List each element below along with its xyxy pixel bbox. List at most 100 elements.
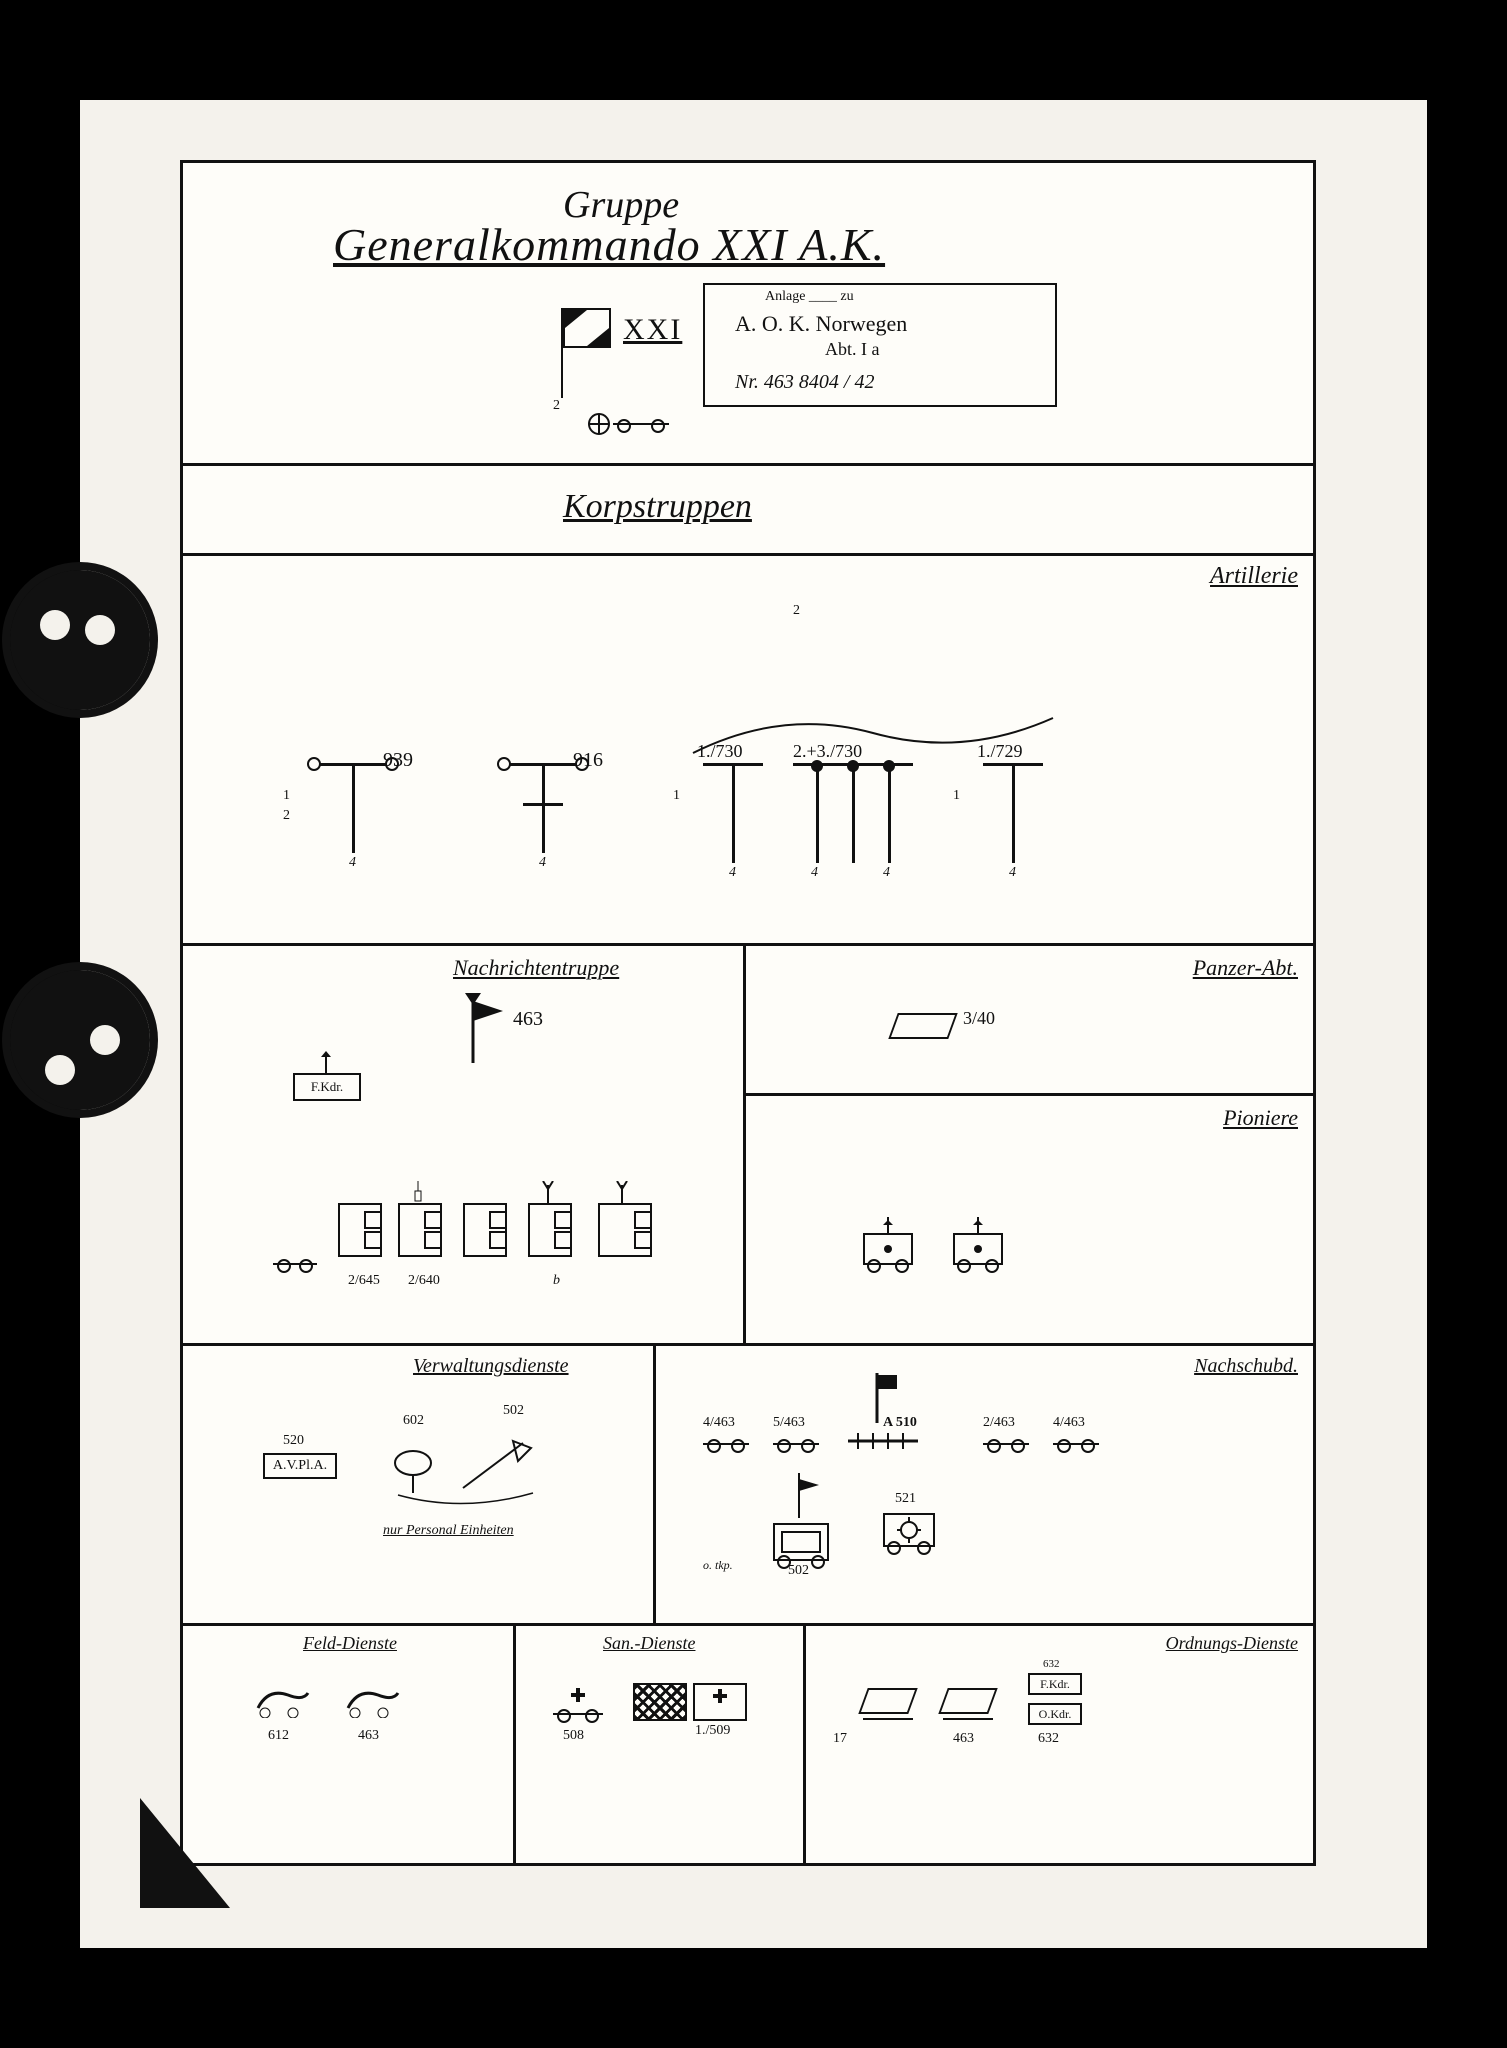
feld-horn-icon-1 xyxy=(253,1683,313,1718)
ord-n2: 463 xyxy=(953,1731,974,1747)
sig-box-3 xyxy=(463,1203,507,1257)
gear-icon xyxy=(885,1515,1185,1665)
section-panzer: Panzer-Abt. xyxy=(1193,955,1298,981)
nach-veh-502 xyxy=(773,1523,829,1561)
ord-sym-2 xyxy=(938,1688,997,1714)
rule-3 xyxy=(183,943,1313,946)
hq-flag-icon xyxy=(563,308,611,348)
sig-sub-1: 2/645 xyxy=(348,1273,380,1289)
stamp-ref: Nr. 463 8404 / 42 xyxy=(735,371,874,394)
san-n2: 1./509 xyxy=(695,1723,730,1739)
verw-note: nur Personal Einheiten xyxy=(383,1523,514,1539)
nach-t1: 4/463 xyxy=(703,1415,735,1431)
nach-rail-icon xyxy=(848,1431,918,1451)
antenna-icon-3 xyxy=(615,1181,629,1203)
ord-fkdr: F.Kdr. xyxy=(1028,1673,1082,1695)
sig-box-2 xyxy=(398,1203,442,1257)
rule-2 xyxy=(183,553,1313,556)
sig-box-4 xyxy=(528,1203,572,1257)
arty-sub-916: 4 xyxy=(539,855,546,871)
section-artillerie: Artillerie xyxy=(1210,563,1298,590)
nach-t5: 4/463 xyxy=(1053,1415,1085,1431)
arty-small-4: 1 xyxy=(953,788,960,804)
arty-sub-730b1: 4 xyxy=(811,865,818,881)
section-san: San.-Dienste xyxy=(603,1633,695,1654)
section-pioniere: Pioniere xyxy=(1223,1105,1298,1131)
nachrichten-flag-num: 463 xyxy=(513,1008,543,1031)
nach-cart-2 xyxy=(773,1443,819,1445)
nach-t2: 5/463 xyxy=(773,1415,805,1431)
nach-pennant-icon xyxy=(793,1473,823,1518)
ord-okdr: O.Kdr. xyxy=(1028,1703,1082,1725)
panzer-symbol-icon xyxy=(888,1013,957,1039)
arty-sub-730a: 4 xyxy=(729,865,736,881)
sig-box-5 xyxy=(598,1203,652,1257)
arty-small-2: 2 xyxy=(283,808,290,824)
section-nachrichten: Nachrichtentruppe xyxy=(453,955,619,981)
verw-502: 502 xyxy=(503,1403,524,1419)
arty-label-916: 916 xyxy=(573,749,603,772)
nachrichten-fkdr-box: F.Kdr. xyxy=(293,1073,361,1101)
feld-n2: 463 xyxy=(358,1728,379,1744)
nach-t4: 2/463 xyxy=(983,1415,1015,1431)
hq-transport-icon xyxy=(613,423,669,425)
antenna-icon-1 xyxy=(411,1181,425,1203)
vrule-3 xyxy=(513,1623,516,1863)
nach-l2: 521 xyxy=(895,1491,916,1507)
rule-4 xyxy=(183,1343,1313,1346)
arty-sub-730b2: 4 xyxy=(883,865,890,881)
sig-sub-3: b xyxy=(553,1273,560,1289)
microfilm-mat: Gruppe Generalkommando XXI A.K. XXI Anla… xyxy=(80,100,1427,1948)
section-verwaltung: Verwaltungsdienste xyxy=(413,1355,569,1378)
hq-note3: 2 xyxy=(553,398,560,414)
wheel-icon xyxy=(588,413,610,435)
nach-cart-4 xyxy=(1053,1443,1099,1445)
sig-cart-icon xyxy=(273,1263,317,1265)
arty-small-1: 1 xyxy=(283,788,290,804)
arty-brace-icon xyxy=(683,703,1063,763)
pionier-veh-2 xyxy=(953,1233,1003,1265)
title-main: Generalkommando XXI A.K. xyxy=(333,218,885,271)
antenna-icon-2 xyxy=(541,1181,555,1203)
nachrichten-flag-icon xyxy=(463,993,513,1063)
receipt-stamp: Anlage ____ zu A. O. K. Norwegen Abt. I … xyxy=(703,283,1057,407)
sig-sub-2: 2/640 xyxy=(408,1273,440,1289)
panzer-label: 3/40 xyxy=(963,1008,995,1029)
section-nachschub: Nachschubd. xyxy=(1194,1355,1298,1378)
ord-base-2 xyxy=(943,1718,993,1720)
fkdr-arrow-icon xyxy=(318,1051,334,1073)
nach-veh-521 xyxy=(883,1513,935,1547)
ord-base-1 xyxy=(863,1718,913,1720)
nach-tiny: o. tkp. xyxy=(703,1558,733,1573)
ord-n3: 632 xyxy=(1038,1731,1059,1747)
san-n1: 508 xyxy=(563,1728,584,1744)
section-feld: Feld-Dienste xyxy=(303,1633,397,1654)
document-page: Gruppe Generalkommando XXI A.K. XXI Anla… xyxy=(180,160,1316,1866)
san-cross-icon xyxy=(571,1688,585,1702)
rule-1 xyxy=(183,463,1313,466)
verw-avpla: A.V.Pl.A. xyxy=(263,1453,337,1479)
verw-520: 520 xyxy=(283,1433,304,1449)
hq-flag-label: XXI xyxy=(623,313,682,347)
arty-sub-939: 4 xyxy=(349,855,356,871)
ord-sym-1 xyxy=(858,1688,917,1714)
page-fold-icon xyxy=(140,1798,230,1908)
nach-cart-3 xyxy=(983,1443,1029,1445)
arty-sub-729: 4 xyxy=(1009,865,1016,881)
nach-l1: 502 xyxy=(788,1563,809,1579)
rule-3b xyxy=(743,1093,1313,1096)
vrule-2 xyxy=(653,1343,656,1623)
binder-punch-hole-bottom xyxy=(10,970,150,1110)
san-hatched-box xyxy=(633,1683,687,1721)
sig-box-1 xyxy=(338,1203,382,1257)
stamp-line2: Abt. I a xyxy=(825,339,879,360)
binder-punch-hole-top xyxy=(10,570,150,710)
vrule-1 xyxy=(743,943,746,1343)
stamp-anlage: Anlage ____ zu xyxy=(765,289,854,305)
san-cart xyxy=(553,1713,603,1715)
arty-small-3: 1 xyxy=(673,788,680,804)
vrule-4 xyxy=(803,1623,806,1863)
nach-cart-1 xyxy=(703,1443,749,1445)
feld-horn-icon-2 xyxy=(343,1683,403,1718)
section-korpstruppen: Korpstruppen xyxy=(563,488,752,526)
